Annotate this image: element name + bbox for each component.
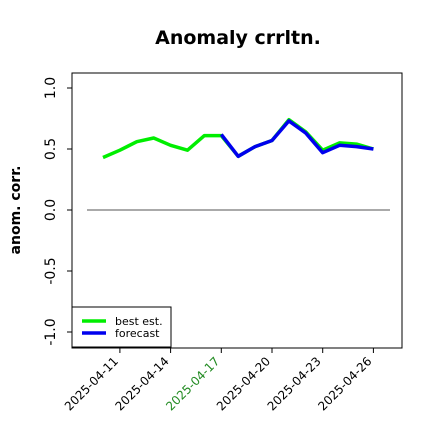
chart-title: Anomaly crrltn. [155, 27, 321, 49]
y-tick-label: -1.0 [43, 318, 59, 345]
y-tick-label: 1.0 [43, 77, 59, 99]
y-tick-label: 0.0 [43, 199, 59, 221]
axes: -1.0-0.50.00.51.02025-04-112025-04-14202… [43, 77, 390, 413]
x-tick-label: 2025-04-26 [315, 354, 374, 413]
y-tick-label: -0.5 [43, 257, 59, 284]
legend-label-1: forecast [115, 327, 160, 340]
series-line-0 [102, 117, 374, 160]
legend-box [71, 306, 172, 348]
legend: best est.forecast [71, 306, 172, 348]
series-line-1 [219, 119, 374, 159]
y-axis-label: anom. corr. [8, 166, 24, 255]
series-layer [102, 117, 374, 160]
legend-label-0: best est. [115, 315, 163, 328]
y-tick-label: 0.5 [43, 138, 59, 160]
